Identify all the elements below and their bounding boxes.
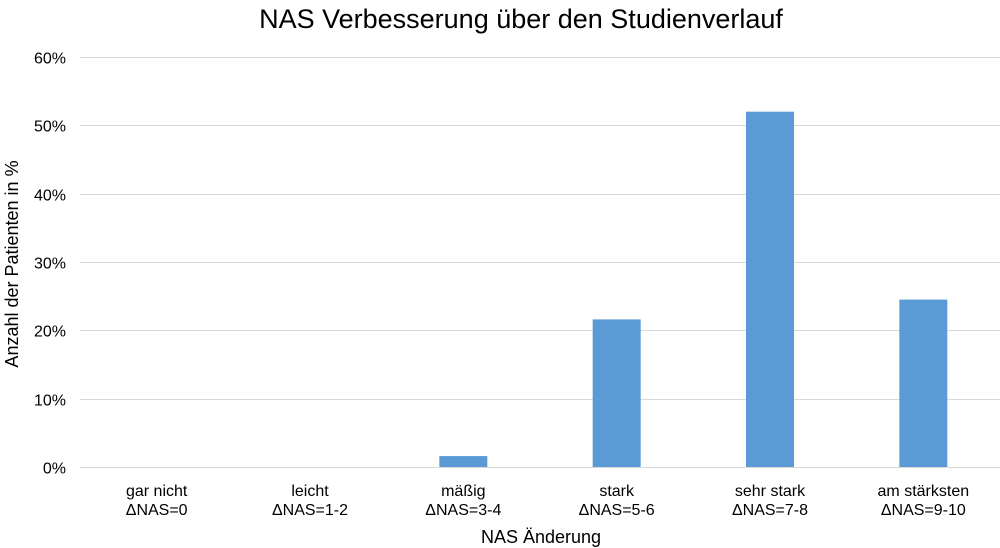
- bar: [899, 299, 948, 467]
- bar: [439, 456, 488, 467]
- y-tick-label: 10%: [34, 393, 66, 410]
- x-tick-label: ΔNAS=3-4: [425, 502, 501, 519]
- y-tick-label: 20%: [34, 324, 66, 341]
- y-tick-label: 0%: [43, 461, 66, 478]
- bar: [592, 319, 641, 467]
- chart-title: NAS Verbesserung über den Studienverlauf: [259, 4, 783, 34]
- x-tick-label: ΔNAS=0: [126, 502, 188, 519]
- bar: [746, 111, 794, 468]
- y-axis-label: Anzahl der Patienten in %: [2, 160, 22, 367]
- x-tick-label: ΔNAS=9-10: [881, 502, 966, 519]
- x-tick-label: ΔNAS=7-8: [732, 502, 808, 519]
- y-tick-label: 50%: [34, 119, 66, 136]
- y-tick-label: 60%: [34, 51, 66, 68]
- y-tick-labels: 0% 10% 20% 30% 40% 50% 60%: [34, 51, 66, 478]
- x-tick-label: mäßig: [441, 483, 485, 500]
- bars: [439, 111, 948, 468]
- x-axis-label: NAS Änderung: [481, 527, 601, 547]
- x-tick-label: ΔNAS=5-6: [579, 502, 655, 519]
- x-tick-label: ΔNAS=1-2: [272, 502, 348, 519]
- gridlines: [80, 57, 1000, 468]
- x-tick-label: sehr stark: [735, 483, 806, 500]
- x-tick-label: leicht: [291, 483, 329, 500]
- y-tick-label: 30%: [34, 256, 66, 273]
- x-tick-labels: gar nicht ΔNAS=0 leicht ΔNAS=1-2 mäßig ΔNAS=3…: [126, 483, 969, 519]
- x-tick-label: gar nicht: [126, 483, 188, 500]
- x-tick-label: am stärksten: [878, 483, 970, 500]
- y-tick-label: 40%: [34, 188, 66, 205]
- x-tick-label: stark: [599, 483, 635, 500]
